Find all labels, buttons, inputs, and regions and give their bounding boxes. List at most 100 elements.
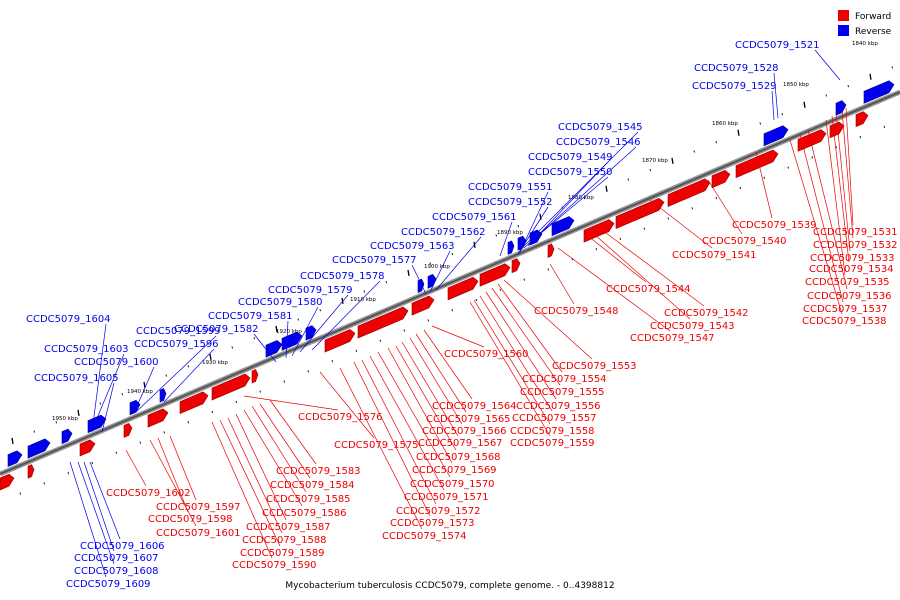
gene-label-forward: CCDC5079_1602	[106, 488, 191, 499]
gene-label-forward: CCDC5079_1548	[534, 306, 619, 317]
scale-tick	[211, 410, 213, 414]
gene-label-forward: CCDC5079_1541	[672, 250, 757, 261]
reverse-gene	[507, 240, 515, 255]
gene-label-forward: CCDC5079_1597	[156, 502, 241, 513]
scale-tick	[781, 113, 783, 116]
scale-tick	[385, 281, 387, 284]
genome-backbone	[0, 89, 900, 477]
scale-tick	[643, 227, 645, 230]
gene-label-reverse: CCDC5079_1608	[74, 566, 159, 577]
scale-tick	[523, 278, 525, 281]
scale-tick	[163, 431, 165, 434]
leader-line	[339, 367, 423, 530]
forward-gene	[179, 391, 209, 415]
gene-label-forward: CCDC5079_1586	[262, 508, 347, 519]
scale-tick	[165, 374, 167, 377]
forward-gene	[0, 473, 15, 491]
gene-label-forward: CCDC5079_1547	[630, 333, 715, 344]
scale-tick	[495, 234, 497, 237]
leader-line	[101, 382, 115, 433]
legend-swatch-forward	[838, 10, 849, 21]
scale-tick	[341, 297, 344, 304]
gene-label-reverse: CCDC5079_1581	[208, 311, 293, 322]
leader-line	[91, 323, 107, 433]
forward-gene	[147, 408, 169, 428]
gene-label-forward: CCDC5079_1584	[270, 480, 355, 491]
gene-label-forward: CCDC5079_1590	[232, 560, 317, 571]
genes	[0, 80, 895, 491]
leader-line	[771, 90, 775, 121]
reverse-gene	[763, 125, 789, 147]
reverse-gene	[281, 331, 303, 351]
gene-label-forward: CCDC5079_1557	[512, 413, 597, 424]
scale-label: 1950 kbp	[52, 416, 78, 422]
gene-label-forward: CCDC5079_1569	[412, 465, 497, 476]
reverse-gene	[7, 450, 23, 468]
scale-tick	[859, 135, 861, 139]
scale-tick	[427, 319, 429, 322]
forward-gene	[615, 197, 665, 230]
gene-label-forward: CCDC5079_1536	[807, 291, 892, 302]
scale-tick	[605, 185, 608, 192]
gene-label-forward: CCDC5079_1532	[813, 240, 898, 251]
leader-line	[251, 405, 307, 493]
gene-label-forward: CCDC5079_1572	[396, 506, 481, 517]
gene-label-forward: CCDC5079_1542	[664, 308, 749, 319]
scale-label: 1930 kbp	[202, 360, 228, 366]
scale-tick	[55, 421, 57, 424]
forward-gene	[251, 369, 259, 384]
gene-label-reverse: CCDC5079_1550	[528, 167, 613, 178]
gene-label-forward: CCDC5079_1556	[516, 401, 601, 412]
gene-label-forward: CCDC5079_1554	[522, 374, 607, 385]
leader-line	[409, 337, 463, 425]
scale-tick	[759, 122, 761, 125]
leader-line	[473, 299, 551, 425]
gene-label-forward: CCDC5079_1539	[732, 220, 817, 231]
reverse-gene	[159, 388, 167, 403]
leader-line	[353, 361, 431, 517]
scale-label: 1840 kbp	[852, 41, 878, 47]
scale-tick	[99, 402, 101, 405]
leader-line	[319, 371, 375, 439]
scale-tick	[231, 346, 233, 349]
scale-label: 1880 kbp	[568, 195, 594, 201]
leader-line	[163, 348, 215, 403]
scale-tick	[283, 380, 285, 383]
leader-line	[527, 176, 609, 245]
legend-label-forward: Forward	[855, 12, 891, 22]
gene-label-forward: CCDC5079_1583	[276, 466, 361, 477]
reverse-gene	[863, 80, 895, 104]
gene-label-forward: CCDC5079_1565	[426, 414, 511, 425]
scale-tick	[11, 437, 14, 445]
gene-label-forward: CCDC5079_1585	[266, 494, 351, 505]
scale-tick	[787, 166, 789, 169]
gene-label-forward: CCDC5079_1588	[242, 535, 327, 546]
leader-line	[557, 247, 671, 332]
gene-label-reverse: CCDC5079_1580	[238, 297, 323, 308]
leader-line	[707, 179, 743, 235]
leader-line	[135, 335, 217, 413]
scale-tick	[811, 156, 813, 159]
leader-line	[411, 264, 427, 295]
leader-line	[587, 235, 647, 283]
leader-line	[415, 333, 467, 413]
leader-line	[243, 395, 339, 411]
reverse-gene	[517, 235, 527, 251]
gene-label-reverse: CCDC5079_1546	[556, 137, 641, 148]
gene-label-reverse: CCDC5079_1528	[694, 63, 779, 74]
gene-label-reverse: CCDC5079_1582	[174, 324, 259, 335]
forward-gene	[411, 295, 435, 316]
scale-tick	[649, 169, 651, 172]
gene-label-reverse: CCDC5079_1609	[66, 579, 151, 590]
leader-line	[377, 351, 451, 478]
reverse-gene	[551, 216, 575, 237]
leader-line	[243, 409, 303, 507]
gene-label-forward: CCDC5079_1567	[418, 438, 503, 449]
scale-tick	[235, 400, 237, 403]
leader-line	[789, 139, 843, 315]
gene-label-forward: CCDC5079_1601	[156, 528, 241, 539]
scale-tick	[355, 349, 357, 353]
forward-gene	[79, 439, 96, 457]
gene-label-forward: CCDC5079_1575	[334, 440, 419, 451]
